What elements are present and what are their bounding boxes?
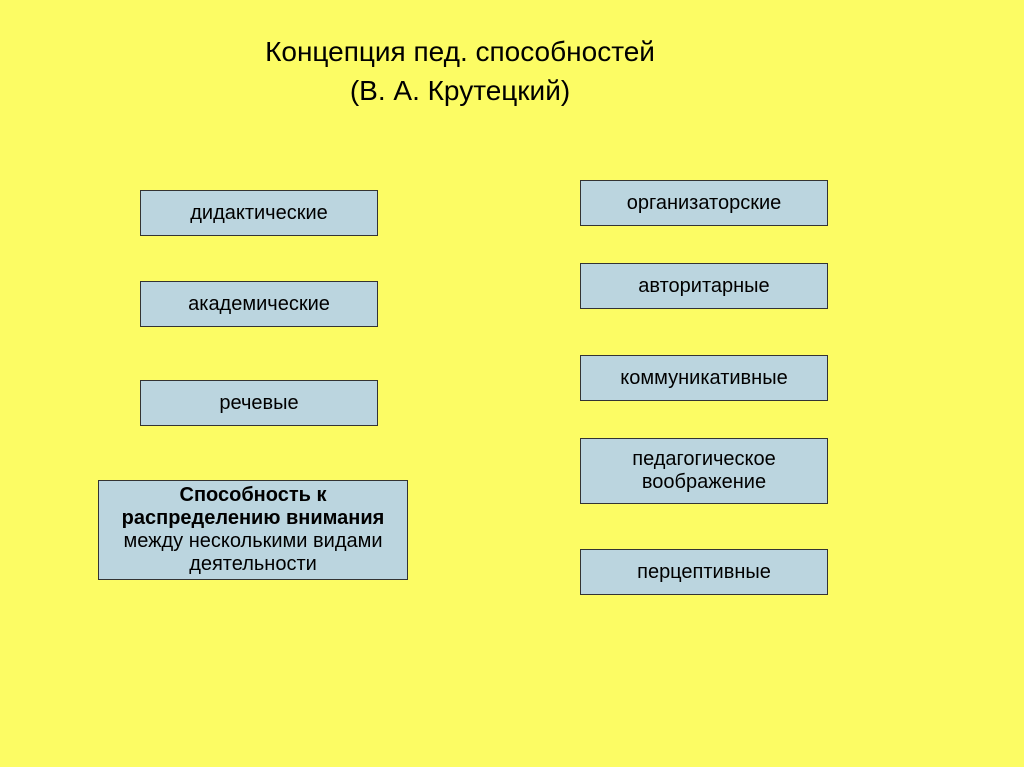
right-box-organizational: организаторские <box>580 180 828 226</box>
box-label: перцептивные <box>637 561 771 584</box>
box-label: дидактические <box>190 202 328 225</box>
diagram-title: Концепция пед. способностей (В. А. Круте… <box>180 32 740 110</box>
box-label: авторитарные <box>638 275 769 298</box>
box-label: педагогическоевоображение <box>632 448 776 494</box>
left-box-attention: Способность к распределению внимания меж… <box>98 480 408 580</box>
box-label: речевые <box>219 392 298 415</box>
box-label: организаторские <box>627 192 782 215</box>
title-line-1: Концепция пед. способностей <box>265 36 655 67</box>
left-box-didactic: дидактические <box>140 190 378 236</box>
right-box-imagination: педагогическоевоображение <box>580 438 828 504</box>
left-box-academic: академические <box>140 281 378 327</box>
right-box-perceptive: перцептивные <box>580 549 828 595</box>
box-label: академические <box>188 293 330 316</box>
right-box-authoritarian: авторитарные <box>580 263 828 309</box>
title-line-2: (В. А. Крутецкий) <box>350 75 570 106</box>
right-box-communicative: коммуникативные <box>580 355 828 401</box>
left-box-speech: речевые <box>140 380 378 426</box>
box-label: Способность к распределению внимания меж… <box>111 484 395 576</box>
box-label: коммуникативные <box>620 367 787 390</box>
